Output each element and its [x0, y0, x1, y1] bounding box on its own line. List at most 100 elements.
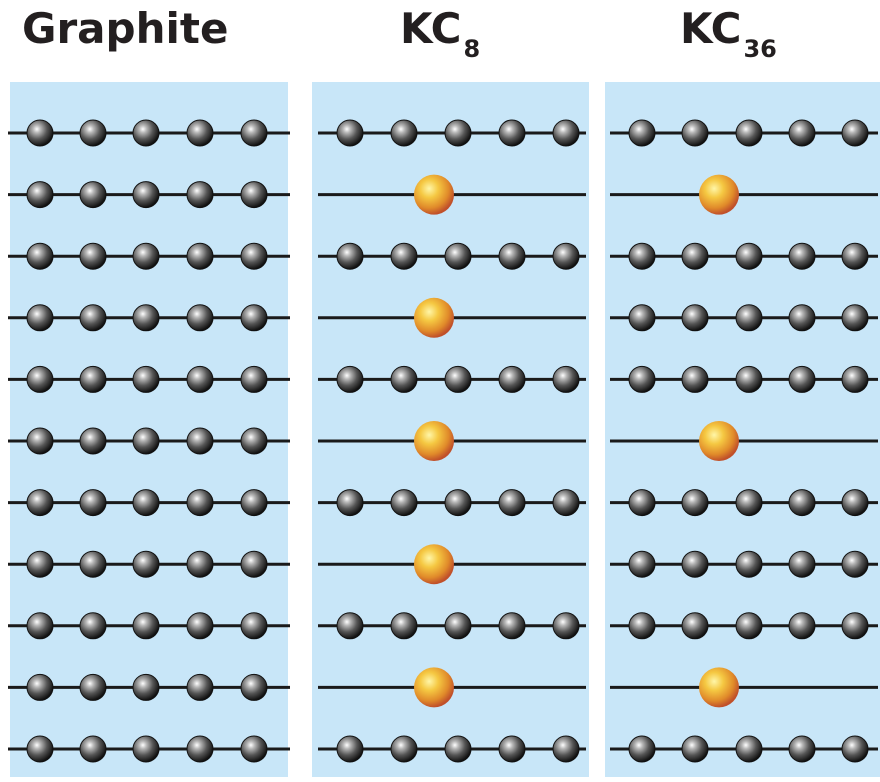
- carbon-atom: [390, 242, 418, 270]
- carbon-atom: [132, 550, 160, 578]
- carbon-atom: [444, 612, 472, 640]
- carbon-atom: [681, 612, 709, 640]
- potassium-atom: [414, 421, 454, 461]
- carbon-atom: [681, 365, 709, 393]
- carbon-atom: [444, 242, 472, 270]
- carbon-atom: [79, 427, 107, 455]
- carbon-atom: [735, 550, 763, 578]
- carbon-atom: [498, 612, 526, 640]
- carbon-atom: [552, 735, 580, 763]
- carbon-atom: [390, 365, 418, 393]
- carbon-atom: [240, 612, 268, 640]
- carbon-atom: [132, 119, 160, 147]
- carbon-atom: [240, 365, 268, 393]
- title-kc8-sub: 8: [463, 35, 481, 63]
- carbon-atom: [788, 612, 816, 640]
- carbon-atom: [79, 673, 107, 701]
- carbon-atom: [132, 612, 160, 640]
- carbon-atom: [788, 304, 816, 332]
- carbon-atom: [681, 489, 709, 517]
- carbon-atom: [841, 550, 869, 578]
- carbon-atom: [735, 489, 763, 517]
- carbon-atom: [186, 181, 214, 209]
- carbon-atom: [26, 119, 54, 147]
- title-graphite: Graphite: [22, 8, 230, 50]
- carbon-atom: [552, 365, 580, 393]
- carbon-atom: [26, 489, 54, 517]
- carbon-atom: [336, 119, 364, 147]
- carbon-atom: [336, 489, 364, 517]
- carbon-atom: [186, 242, 214, 270]
- carbon-atom: [788, 489, 816, 517]
- carbon-atom: [26, 304, 54, 332]
- carbon-atom: [186, 489, 214, 517]
- title-kc8: KC8: [400, 8, 480, 62]
- carbon-atom: [681, 242, 709, 270]
- carbon-atom: [132, 304, 160, 332]
- carbon-atom: [628, 550, 656, 578]
- carbon-atom: [240, 489, 268, 517]
- potassium-atom: [414, 297, 454, 338]
- carbon-atom: [498, 735, 526, 763]
- carbon-atom: [735, 612, 763, 640]
- carbon-atom: [788, 735, 816, 763]
- carbon-atom: [240, 427, 268, 455]
- panel-kc36: [605, 82, 880, 777]
- carbon-atom: [240, 181, 268, 209]
- carbon-atom: [26, 612, 54, 640]
- carbon-atom: [552, 489, 580, 517]
- carbon-atom: [390, 489, 418, 517]
- carbon-atom: [390, 735, 418, 763]
- carbon-atom: [240, 304, 268, 332]
- carbon-atom: [79, 181, 107, 209]
- carbon-atom: [79, 735, 107, 763]
- carbon-atom: [132, 365, 160, 393]
- carbon-atom: [788, 119, 816, 147]
- carbon-atom: [186, 304, 214, 332]
- carbon-atom: [132, 489, 160, 517]
- carbon-atom: [735, 365, 763, 393]
- carbon-atom: [498, 489, 526, 517]
- carbon-atom: [628, 365, 656, 393]
- title-kc36-main: KC: [680, 4, 742, 53]
- carbon-atom: [186, 735, 214, 763]
- carbon-atom: [79, 304, 107, 332]
- carbon-atom: [735, 242, 763, 270]
- carbon-atom: [26, 735, 54, 763]
- carbon-atom: [79, 612, 107, 640]
- carbon-atom: [132, 427, 160, 455]
- carbon-atom: [240, 242, 268, 270]
- carbon-atom: [336, 612, 364, 640]
- carbon-atom: [444, 489, 472, 517]
- potassium-atom: [699, 667, 739, 708]
- potassium-atom: [414, 667, 454, 708]
- potassium-atom: [699, 174, 739, 215]
- carbon-atom: [336, 735, 364, 763]
- carbon-atom: [132, 181, 160, 209]
- carbon-atom: [444, 365, 472, 393]
- carbon-atom: [336, 365, 364, 393]
- carbon-atom: [788, 242, 816, 270]
- carbon-atom: [186, 550, 214, 578]
- carbon-atom: [186, 119, 214, 147]
- carbon-atom: [841, 489, 869, 517]
- carbon-atom: [735, 304, 763, 332]
- title-kc36: KC36: [680, 8, 777, 62]
- title-kc36-sub: 36: [743, 35, 777, 63]
- potassium-atom: [699, 421, 739, 461]
- carbon-atom: [336, 242, 364, 270]
- carbon-atom: [552, 242, 580, 270]
- carbon-atom: [26, 181, 54, 209]
- carbon-atom: [26, 550, 54, 578]
- carbon-atom: [552, 119, 580, 147]
- carbon-atom: [240, 673, 268, 701]
- carbon-atom: [186, 612, 214, 640]
- carbon-atom: [79, 119, 107, 147]
- carbon-atom: [186, 427, 214, 455]
- carbon-atom: [26, 673, 54, 701]
- carbon-atom: [390, 612, 418, 640]
- carbon-atom: [26, 365, 54, 393]
- carbon-atom: [841, 119, 869, 147]
- carbon-atom: [390, 119, 418, 147]
